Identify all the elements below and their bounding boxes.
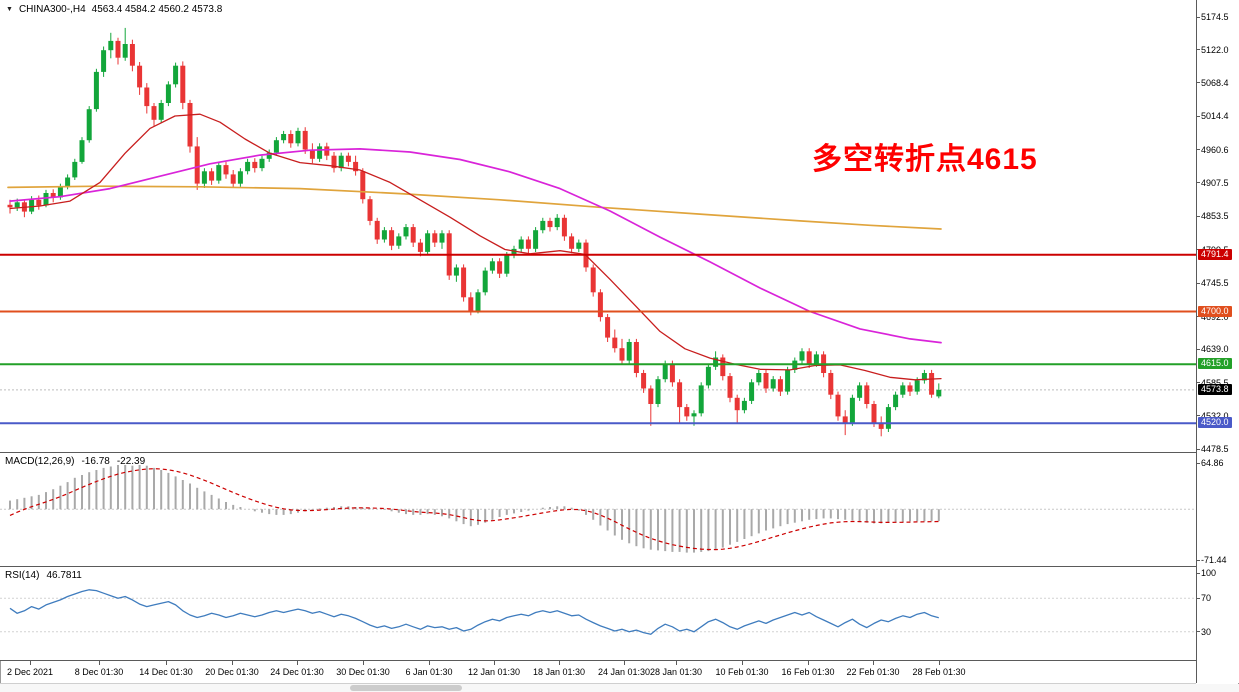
time-tick [494,661,495,665]
time-tick [559,661,560,665]
price-chart-panel[interactable]: ▼ CHINA300-,H4 4563.4 4584.2 4560.2 4573… [0,0,1196,453]
time-tick [232,661,233,665]
time-axis-label: 28 Feb 01:30 [912,667,966,677]
price-axis-label: 5122.0 [1201,44,1229,55]
axis-tick [1197,16,1200,18]
horizontal-scrollbar[interactable] [0,684,1239,692]
ma-fast-line [9,113,942,381]
ma-mid-line [9,148,942,344]
price-axis-label: 5014.4 [1201,111,1229,122]
macd-header: MACD(12,26,9) -16.78 -22.39 [5,456,145,467]
price-axis-label: 70 [1201,593,1212,604]
candles-series [7,27,942,437]
price-axis-label: 4585.5 [1201,377,1229,388]
time-axis-label: 14 Dec 01:30 [139,667,193,677]
price-chart-canvas[interactable] [0,0,1196,452]
macd-value: -16.78 [81,456,110,467]
axis-tick [1197,382,1200,384]
price-axis-label: 4907.5 [1201,177,1229,188]
axis-tick [1197,559,1200,561]
macd-canvas[interactable] [0,453,1196,566]
chart-header: ▼ CHINA300-,H4 4563.4 4584.2 4560.2 4573… [6,4,222,15]
time-tick [429,661,430,665]
axis-tick [1197,82,1200,84]
axis-tick [1197,597,1200,599]
time-axis-label: 8 Dec 01:30 [74,667,124,677]
price-axis-label: -71.44 [1201,555,1227,565]
macd-panel[interactable]: MACD(12,26,9) -16.78 -22.39 [0,453,1196,567]
time-tick [99,661,100,665]
time-axis-label: 12 Jan 01:30 [467,667,521,677]
time-axis-label: 28 Jan 01:30 [649,667,703,677]
time-axis-label: 2 Dec 2021 [6,667,54,677]
axis-tick [1197,348,1200,350]
time-tick [166,661,167,665]
axis-tick [1197,462,1200,464]
axis-tick [1197,415,1200,417]
time-tick [808,661,809,665]
time-tick [624,661,625,665]
time-tick [742,661,743,665]
rsi-panel[interactable]: RSI(14) 46.7811 [0,567,1196,661]
axis-tick [1197,572,1200,574]
time-axis-label: 18 Jan 01:30 [532,667,586,677]
price-axis-label: 4745.5 [1201,278,1229,289]
price-axis-label: 4639.0 [1201,344,1229,355]
price-axis-label: 5174.5 [1201,12,1229,22]
price-axis-label: 5068.4 [1201,77,1229,88]
time-tick [873,661,874,665]
price-badge: 4520.0 [1198,417,1232,429]
rsi-header: RSI(14) 46.7811 [5,570,82,581]
time-axis-label: 22 Feb 01:30 [846,667,900,677]
time-axis-label: 16 Feb 01:30 [781,667,835,677]
axis-tick [1197,448,1200,450]
rsi-value: 46.7811 [46,570,82,581]
axis-tick [1197,215,1200,217]
price-axis-label: 100 [1201,568,1217,578]
price-axis-label: 4853.5 [1201,211,1229,222]
price-axis-label: 30 [1201,626,1212,637]
price-badge: 4615.0 [1198,358,1232,370]
macd-histogram [9,465,940,553]
scrollbar-thumb[interactable] [350,685,462,691]
price-axis-label: 4532.0 [1201,410,1229,421]
axis-tick [1197,631,1200,633]
axis-tick [1197,282,1200,284]
axis-tick [1197,149,1200,151]
time-axis-label: 24 Dec 01:30 [270,667,324,677]
price-badge: 4700.0 [1198,305,1232,317]
time-tick [676,661,677,665]
ma-slow-line [7,185,942,230]
macd-signal-value: -22.39 [116,456,146,467]
time-axis-label: 20 Dec 01:30 [205,667,259,677]
time-axis-label: 30 Dec 01:30 [336,667,390,677]
price-axis-label: 64.86 [1201,458,1224,468]
time-axis-label: 6 Jan 01:30 [405,667,453,677]
price-axis[interactable]: 5174.5 5122.0 5068.4 5014.4 4960.6 4907.5 4853… [1196,0,1239,683]
macd-signal-line [9,468,939,551]
chart-dropdown-icon[interactable]: ▼ [6,6,13,13]
price-badge: 4791.4 [1198,248,1232,260]
symbol-label: CHINA300-,H4 [18,4,86,15]
price-axis-label: 4478.5 [1201,444,1229,455]
rsi-canvas[interactable] [0,567,1196,660]
ohlc-values: 4563.4 4584.2 4560.2 4573.8 [91,4,223,15]
chart-annotation: 多空转折点4615 [812,143,1038,176]
axis-tick [1197,49,1200,51]
time-tick [939,661,940,665]
rsi-label: RSI(14) [5,570,40,581]
price-axis-label: 4960.6 [1201,144,1229,155]
time-tick [363,661,364,665]
macd-label: MACD(12,26,9) [5,456,75,467]
time-axis-label: 24 Jan 01:30 [597,667,651,677]
time-axis[interactable]: 2 Dec 2021 8 Dec 01:30 14 Dec 01:30 20 Dec … [0,661,1196,684]
axis-tick [1197,182,1200,184]
rsi-line [9,589,939,635]
price-badge: 4573.8 [1198,383,1232,395]
time-tick [297,661,298,665]
time-tick [30,661,31,665]
axis-tick [1197,115,1200,117]
time-axis-label: 10 Feb 01:30 [715,667,769,677]
